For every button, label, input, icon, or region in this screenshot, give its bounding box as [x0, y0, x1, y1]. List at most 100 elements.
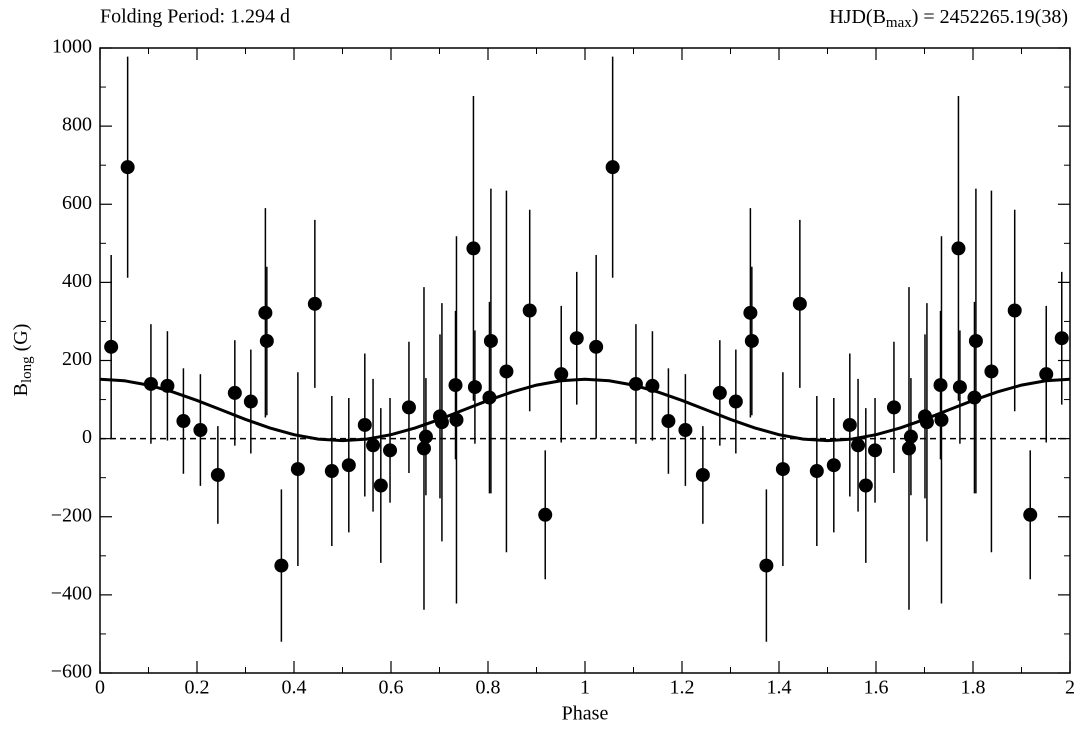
data-point	[538, 507, 553, 522]
data-point	[1054, 331, 1069, 346]
chart-title-left: Folding Period: 1.294 d	[100, 6, 290, 28]
data-point	[258, 305, 273, 320]
data-point	[792, 296, 807, 311]
data-point	[826, 458, 841, 473]
data-point	[416, 441, 431, 456]
x-tick-label: 1.4	[767, 677, 792, 699]
y-tick-label: −600	[51, 661, 92, 683]
y-tick-label: 400	[62, 270, 92, 292]
data-point	[554, 367, 569, 382]
data-point	[589, 339, 604, 354]
data-point	[193, 423, 208, 438]
y-axis-label: Blong (G)	[10, 324, 36, 397]
x-axis-label: Phase	[562, 703, 609, 725]
y-tick-label: −200	[51, 504, 92, 526]
data-point	[1007, 303, 1022, 318]
x-tick-label: 0.8	[476, 677, 501, 699]
y-tick-label: −400	[51, 582, 92, 604]
data-point	[759, 558, 774, 573]
data-point	[357, 417, 372, 432]
y-tick-label: 1000	[52, 36, 92, 58]
data-point	[383, 443, 398, 458]
data-point	[104, 339, 119, 354]
data-point	[661, 414, 676, 429]
x-tick-label: 1	[580, 677, 590, 699]
data-point	[1023, 507, 1038, 522]
data-point	[373, 478, 388, 493]
data-point	[645, 378, 660, 393]
data-point	[467, 380, 482, 395]
data-point	[628, 376, 643, 391]
data-point	[775, 462, 790, 477]
y-tick-label: 200	[62, 348, 92, 370]
chart-title-right: HJD(Bmax) = 2452265.19(38)	[829, 6, 1068, 32]
data-point	[858, 478, 873, 493]
data-point	[868, 443, 883, 458]
data-point	[290, 462, 305, 477]
data-point	[341, 458, 356, 473]
data-point	[678, 423, 693, 438]
y-tick-label: 0	[82, 426, 92, 448]
data-point	[243, 394, 258, 409]
title-part: ) = 2452265.19(38)	[912, 6, 1068, 28]
data-point	[743, 305, 758, 320]
data-point	[482, 390, 497, 405]
x-tick-label: 1.2	[670, 677, 695, 699]
data-point	[712, 385, 727, 400]
data-point	[952, 380, 967, 395]
data-point	[744, 333, 759, 348]
data-point	[227, 385, 242, 400]
data-point	[120, 160, 135, 175]
data-point	[366, 438, 381, 453]
data-point	[967, 390, 982, 405]
x-tick-label: 2	[1065, 677, 1075, 699]
data-point	[951, 241, 966, 256]
data-point	[448, 378, 463, 393]
data-point	[307, 296, 322, 311]
data-point	[259, 333, 274, 348]
y-tick-label: 600	[62, 192, 92, 214]
data-point	[160, 378, 175, 393]
data-point	[903, 429, 918, 444]
data-point	[401, 400, 416, 415]
data-point	[886, 400, 901, 415]
data-point	[933, 378, 948, 393]
data-point	[176, 414, 191, 429]
data-point	[418, 429, 433, 444]
data-point	[728, 394, 743, 409]
x-tick-label: 0.2	[185, 677, 210, 699]
title-part: HJD(B	[829, 6, 886, 28]
data-point	[809, 464, 824, 479]
x-tick-label: 0	[95, 677, 105, 699]
label-subscript: long	[19, 356, 35, 383]
title-subscript: max	[886, 15, 912, 31]
data-point	[569, 331, 584, 346]
data-point	[695, 467, 710, 482]
label-part: (G)	[10, 324, 32, 357]
data-point	[934, 412, 949, 427]
data-point	[968, 333, 983, 348]
data-point	[842, 417, 857, 432]
data-point	[324, 464, 339, 479]
data-point	[605, 160, 620, 175]
data-point	[499, 364, 514, 379]
data-point	[274, 558, 289, 573]
x-tick-label: 1.8	[961, 677, 986, 699]
data-point	[466, 241, 481, 256]
data-point	[210, 467, 225, 482]
x-tick-label: 1.6	[864, 677, 889, 699]
data-point	[449, 412, 464, 427]
data-point	[1039, 367, 1054, 382]
data-point	[919, 415, 934, 430]
y-tick-label: 800	[62, 114, 92, 136]
data-point	[901, 441, 916, 456]
x-tick-label: 0.4	[282, 677, 307, 699]
data-point	[483, 333, 498, 348]
x-tick-label: 0.6	[379, 677, 404, 699]
label-part: B	[10, 383, 32, 396]
data-point	[984, 364, 999, 379]
data-point	[522, 303, 537, 318]
data-point	[851, 438, 866, 453]
data-point	[143, 376, 158, 391]
